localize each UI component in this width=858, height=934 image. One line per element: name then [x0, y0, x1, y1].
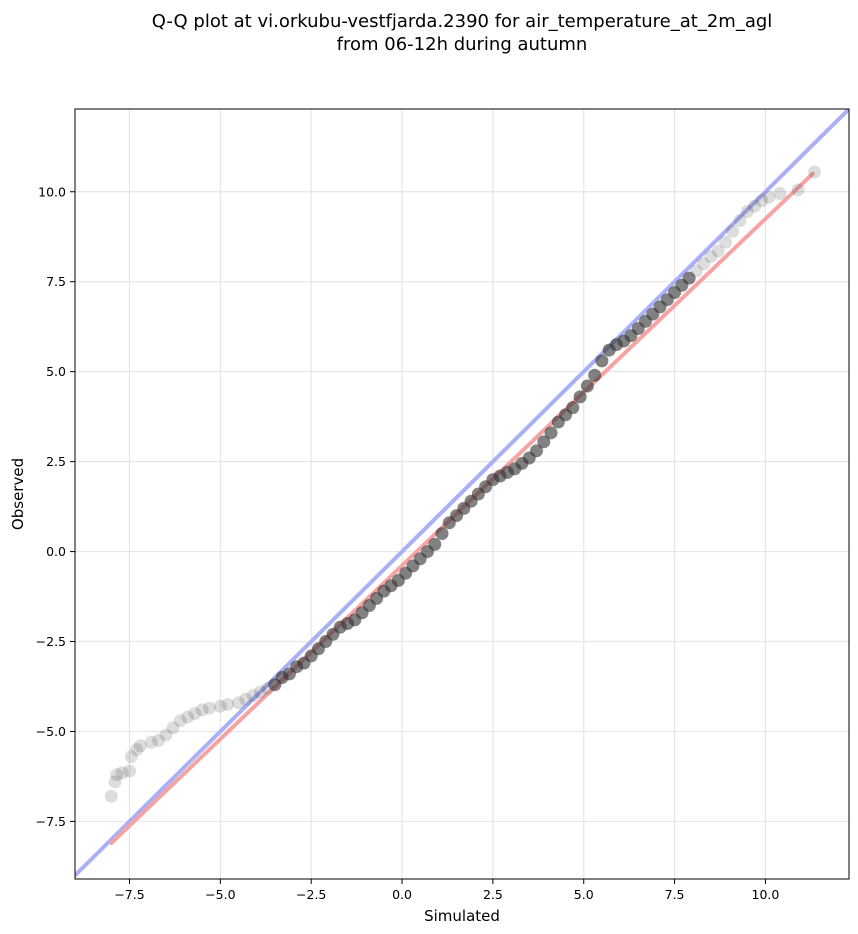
- x-tick-label: −5.0: [205, 887, 235, 902]
- y-tick-label: −2.5: [36, 634, 66, 649]
- y-tick-label: 2.5: [46, 454, 66, 469]
- data-point: [740, 205, 754, 219]
- data-point: [755, 194, 769, 208]
- data-point: [711, 244, 725, 258]
- data-point: [718, 235, 732, 249]
- data-point: [807, 165, 821, 179]
- data-point: [173, 714, 187, 728]
- data-point: [130, 742, 144, 756]
- data-point: [682, 271, 696, 285]
- data-point: [110, 768, 124, 782]
- data-point: [791, 183, 805, 197]
- data-point: [689, 264, 703, 278]
- x-tick-label: 0.0: [392, 887, 412, 902]
- data-point: [595, 354, 609, 368]
- data-point: [124, 750, 138, 764]
- data-point: [239, 692, 253, 706]
- data-point: [697, 257, 711, 271]
- grid: [75, 109, 849, 879]
- data-point: [133, 739, 147, 753]
- data-points: [104, 165, 821, 803]
- data-point: [213, 699, 227, 713]
- y-tick-label: 5.0: [46, 364, 66, 379]
- y-tick-label: 0.0: [46, 544, 66, 559]
- data-point: [537, 435, 551, 449]
- data-point: [566, 401, 580, 415]
- data-point: [748, 199, 762, 213]
- plot-frame: [74, 108, 850, 880]
- axis-ticks: −7.5 −5.0 −2.5 0.0 2.5 5.0 7.5 10.0 −7.5 −5.0 −2.5…: [36, 184, 780, 902]
- x-tick-label: 5.0: [574, 887, 594, 902]
- x-tick-label: 7.5: [665, 887, 685, 902]
- data-point: [232, 696, 246, 710]
- identity-line: [75, 109, 849, 878]
- data-point: [181, 710, 195, 724]
- reference-lines: [75, 109, 849, 878]
- data-point: [221, 697, 235, 711]
- data-point: [108, 775, 122, 789]
- chart-title-line1: Q-Q plot at vi.orkubu-vestfjarda.2390 fo…: [152, 11, 773, 32]
- y-tick-label: 10.0: [38, 184, 66, 199]
- data-point: [202, 701, 216, 715]
- data-point: [773, 187, 787, 201]
- data-point: [188, 706, 202, 720]
- data-point: [588, 368, 602, 382]
- data-point: [529, 444, 543, 458]
- data-point: [115, 766, 129, 780]
- y-tick-label: −5.0: [36, 724, 66, 739]
- x-tick-label: −7.5: [114, 887, 144, 902]
- y-axis-label: Observed: [9, 458, 27, 530]
- data-point: [544, 426, 558, 440]
- data-point: [762, 190, 776, 204]
- x-axis-label: Simulated: [424, 907, 500, 925]
- data-point: [104, 789, 118, 803]
- data-point: [195, 703, 209, 717]
- data-point: [246, 688, 260, 702]
- data-point: [166, 721, 180, 735]
- x-tick-label: 2.5: [483, 887, 503, 902]
- data-point: [253, 685, 267, 699]
- x-tick-label: 10.0: [752, 887, 780, 902]
- data-point: [726, 224, 740, 238]
- data-point: [733, 214, 747, 228]
- y-tick-label: 7.5: [46, 274, 66, 289]
- data-point: [435, 527, 449, 541]
- data-point: [159, 728, 173, 742]
- data-point: [123, 764, 137, 778]
- chart-title-line2: from 06-12h during autumn: [337, 34, 588, 55]
- x-tick-label: −2.5: [296, 887, 326, 902]
- data-point: [152, 733, 166, 747]
- data-point: [704, 250, 718, 264]
- data-point: [428, 537, 442, 551]
- data-point: [580, 379, 594, 393]
- y-tick-label: −7.5: [36, 814, 66, 829]
- data-point: [144, 735, 158, 749]
- data-point: [573, 390, 587, 404]
